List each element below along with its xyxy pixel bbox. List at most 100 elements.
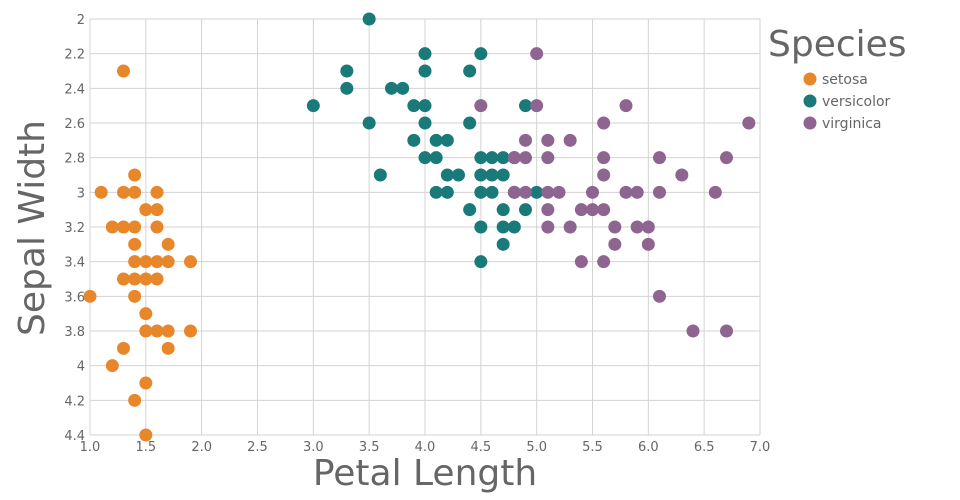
data-point-virginica: [519, 133, 532, 147]
data-point-virginica: [630, 185, 644, 199]
data-point-versicolor: [440, 185, 454, 199]
data-point-setosa: [150, 203, 164, 217]
data-point-virginica: [608, 220, 622, 234]
y-tick-label: 2.2: [64, 48, 85, 63]
data-point-setosa: [161, 341, 175, 355]
legend-swatch: [803, 94, 817, 108]
data-point-versicolor: [418, 99, 432, 113]
data-point-virginica: [541, 220, 555, 234]
x-tick-label: 2.5: [247, 440, 268, 455]
y-tick-label: 2.4: [64, 82, 85, 97]
y-tick-label: 3: [77, 186, 85, 201]
y-tick-label: 3.8: [64, 325, 85, 340]
data-point-versicolor: [440, 168, 454, 182]
data-point-versicolor: [463, 203, 477, 217]
data-point-versicolor: [485, 168, 499, 182]
x-tick-label: 5.0: [526, 440, 547, 455]
data-point-versicolor: [496, 168, 510, 182]
y-tick-label: 3.6: [64, 290, 85, 305]
data-point-versicolor: [407, 133, 421, 147]
data-point-virginica: [541, 185, 555, 199]
data-point-setosa: [117, 220, 130, 234]
data-point-setosa: [128, 220, 142, 234]
data-point-setosa: [184, 324, 197, 338]
data-point-setosa: [117, 272, 130, 286]
data-point-versicolor: [519, 99, 532, 113]
data-point-versicolor: [429, 133, 443, 147]
data-point-virginica: [597, 255, 611, 269]
data-point-setosa: [128, 289, 142, 303]
data-point-virginica: [552, 185, 566, 199]
legend-swatch: [803, 72, 817, 86]
data-point-virginica: [541, 151, 555, 165]
data-point-virginica: [563, 220, 577, 234]
data-point-setosa: [161, 237, 175, 251]
data-point-setosa: [150, 185, 164, 199]
data-point-virginica: [653, 289, 666, 303]
data-point-versicolor: [496, 220, 510, 234]
data-point-setosa: [184, 255, 197, 269]
data-point-virginica: [563, 133, 577, 147]
data-point-setosa: [105, 359, 119, 373]
legend-label: virginica: [822, 116, 882, 132]
data-point-versicolor: [474, 220, 488, 234]
tick-labels: 1.0 1.5 2.0 2.5 3.0 3.5 4.0 4.5 5.0 5.5 6.0 6.5 7.0 2…: [64, 13, 770, 455]
data-point-versicolor: [530, 185, 544, 199]
data-point-virginica: [530, 99, 544, 113]
data-point-versicolor: [485, 185, 499, 199]
x-tick-label: 5.5: [582, 440, 603, 455]
data-point-virginica: [541, 203, 555, 217]
data-point-setosa: [128, 255, 142, 269]
x-tick-label: 3.0: [303, 440, 324, 455]
data-point-versicolor: [418, 116, 432, 130]
data-point-setosa: [161, 255, 175, 269]
data-point-versicolor: [407, 99, 421, 113]
x-tick-label: 4.5: [470, 440, 491, 455]
data-point-virginica: [574, 255, 588, 269]
data-point-setosa: [117, 341, 130, 355]
data-point-virginica: [597, 168, 611, 182]
data-point-setosa: [128, 185, 142, 199]
data-point-setosa: [139, 203, 153, 217]
data-point-versicolor: [340, 81, 354, 95]
data-point-setosa: [139, 324, 153, 338]
data-point-virginica: [519, 151, 532, 165]
data-point-versicolor: [418, 47, 432, 61]
data-point-versicolor: [474, 168, 488, 182]
data-point-setosa: [150, 272, 164, 286]
data-point-versicolor: [418, 151, 432, 165]
data-point-versicolor: [306, 99, 320, 113]
data-point-versicolor: [429, 151, 443, 165]
x-tick-label: 6.0: [638, 440, 659, 455]
y-tick-label: 4.2: [64, 394, 85, 409]
data-point-setosa: [139, 255, 153, 269]
data-point-virginica: [653, 185, 666, 199]
data-point-setosa: [139, 428, 153, 442]
data-point-setosa: [117, 64, 130, 78]
data-point-versicolor: [362, 116, 376, 130]
data-point-versicolor: [385, 81, 398, 95]
y-tick-label: 4.4: [64, 429, 85, 444]
y-tick-label: 3.4: [64, 256, 85, 271]
data-point-setosa: [94, 185, 108, 199]
data-point-setosa: [150, 255, 164, 269]
data-point-versicolor: [507, 220, 521, 234]
data-point-versicolor: [496, 237, 510, 251]
data-point-virginica: [586, 185, 599, 199]
data-point-versicolor: [463, 64, 477, 78]
data-point-virginica: [541, 133, 555, 147]
data-point-versicolor: [474, 255, 488, 269]
legend-items: setosa versicolor virginica: [803, 72, 891, 132]
data-point-versicolor: [452, 168, 465, 182]
data-point-versicolor: [373, 168, 387, 182]
x-tick-label: 2.0: [191, 440, 212, 455]
data-point-setosa: [150, 324, 164, 338]
x-tick-label: 7.0: [750, 440, 771, 455]
data-point-virginica: [619, 185, 633, 199]
data-point-virginica: [675, 168, 689, 182]
data-point-setosa: [139, 376, 153, 390]
data-point-versicolor: [463, 116, 477, 130]
legend-item-setosa: setosa: [803, 72, 868, 88]
data-point-versicolor: [440, 133, 454, 147]
